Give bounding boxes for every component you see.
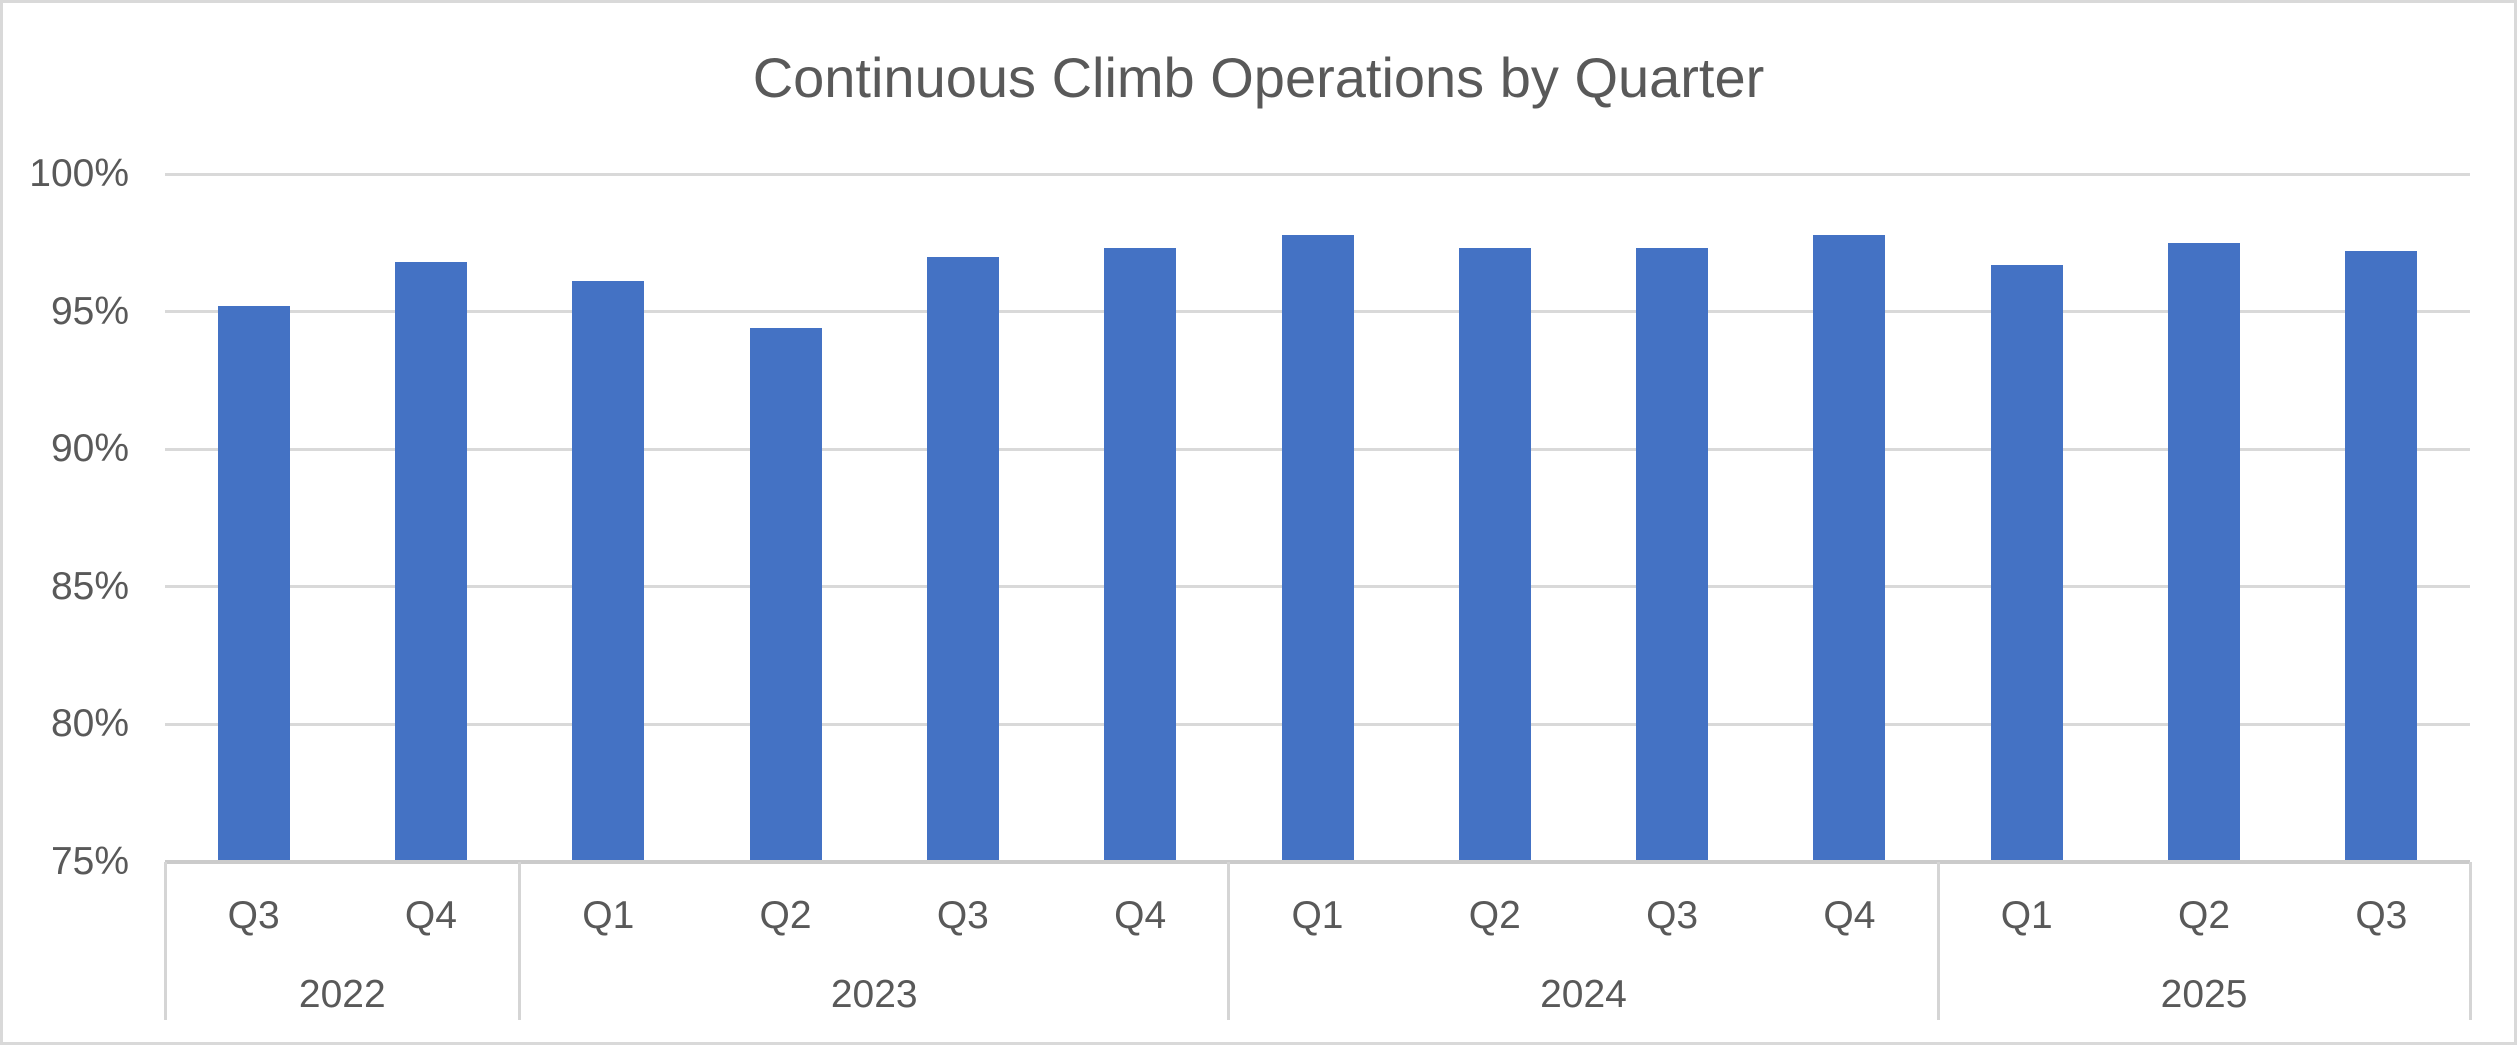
x-axis-quarter-label-9: Q4 [1823, 894, 1876, 937]
bar-q1-6 [1281, 234, 1354, 862]
bar-q3-8 [1636, 248, 1709, 862]
bar-q4-5 [1104, 248, 1177, 862]
bar-q2-3 [749, 328, 822, 862]
x-axis-quarter-label-4: Q3 [936, 894, 989, 937]
bar-q2-7 [1458, 248, 1531, 862]
y-axis-tick-label-85: 85% [50, 564, 129, 608]
bar-q2-11 [2168, 242, 2241, 862]
x-axis-quarter-label-3: Q2 [759, 894, 812, 937]
x-axis-quarter-label-8: Q3 [1646, 894, 1699, 937]
y-axis-tick-label-95: 95% [50, 289, 129, 333]
category-group-separator-2 [1227, 862, 1231, 1020]
x-axis-year-label-2022: 2022 [298, 973, 386, 1016]
x-axis-baseline [165, 860, 2470, 864]
category-group-separator-1 [518, 862, 522, 1020]
category-group-separator-3 [1936, 862, 1940, 1020]
bar-q1-2 [572, 281, 645, 862]
x-axis-quarter-label-0: Q3 [227, 894, 280, 937]
category-group-separator-0 [163, 862, 167, 1020]
bar-q1-10 [1990, 264, 2063, 862]
y-axis-tick-label-75: 75% [50, 840, 129, 883]
x-axis-quarter-label-12: Q3 [2355, 894, 2408, 937]
bar-q3-4 [926, 256, 999, 862]
x-axis-quarter-label-5: Q4 [1114, 894, 1167, 937]
y-axis-tick-label-100: 100% [29, 152, 129, 195]
chart-title: Continuous Climb Operations by Quarter [752, 46, 1765, 109]
x-axis-quarter-label-1: Q4 [404, 894, 457, 937]
x-axis-quarter-label-10: Q1 [2000, 894, 2053, 937]
gridline-100 [165, 172, 2470, 176]
category-group-separator-4 [2468, 862, 2472, 1020]
bar-q3-0 [217, 306, 290, 862]
x-axis-year-label-2024: 2024 [1540, 973, 1627, 1016]
x-axis-year-label-2025: 2025 [2160, 973, 2248, 1016]
y-axis-tick-label-90: 90% [50, 427, 129, 471]
y-axis-tick-label-80: 80% [50, 702, 129, 746]
x-axis-quarter-label-11: Q2 [2178, 894, 2231, 937]
x-axis-quarter-label-2: Q1 [582, 894, 635, 937]
x-axis-quarter-label-7: Q2 [1468, 894, 1521, 937]
x-axis-year-label-2023: 2023 [830, 973, 918, 1016]
bar-q4-1 [394, 262, 467, 862]
bar-q4-9 [1813, 234, 1886, 862]
x-axis-quarter-label-6: Q1 [1291, 894, 1344, 937]
bar-q3-12 [2345, 251, 2418, 862]
